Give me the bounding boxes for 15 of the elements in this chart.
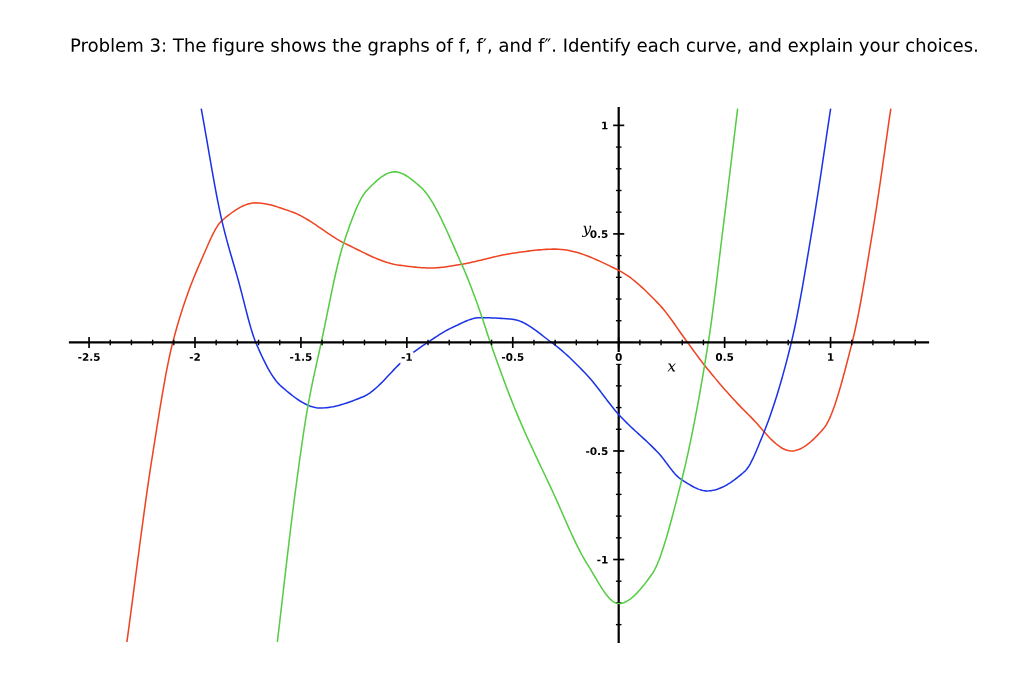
- y-axis-title: y: [581, 225, 592, 237]
- x-tick-label: -2: [189, 353, 200, 361]
- y-tick-label: -1: [597, 555, 608, 564]
- x-tick-label: -2.5: [78, 353, 100, 361]
- x-tick-label: -1.5: [290, 353, 312, 361]
- y-tick-label: 1: [602, 121, 608, 130]
- x-tick-label: -0.5: [501, 353, 524, 361]
- x-tick-label: 0.5: [715, 353, 734, 361]
- y-tick-label: -0.5: [586, 447, 608, 456]
- x-tick-label: 0: [615, 353, 622, 361]
- x-axis-title: x: [667, 363, 676, 372]
- y-tick-label: 0.5: [590, 230, 608, 239]
- x-tick-label: -1: [401, 353, 412, 361]
- x-tick-label: 1: [828, 353, 834, 361]
- chart-title: Problem 3: The figure shows the graphs of f, f′, and f″. Identify each curve, and explain your choices.: [71, 38, 977, 56]
